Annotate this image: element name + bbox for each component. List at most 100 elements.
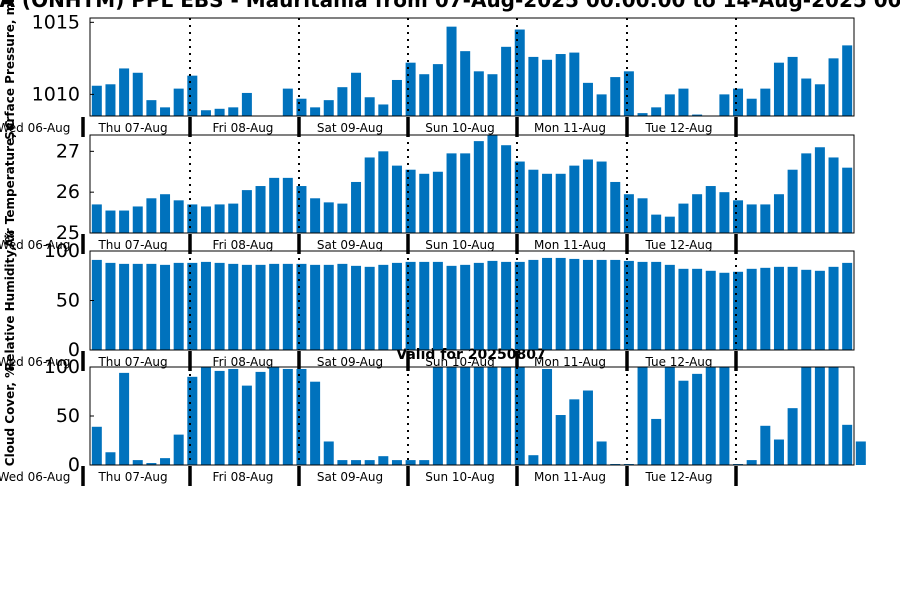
bar [91,85,102,116]
bar [228,107,239,116]
bar [514,367,525,465]
bar [514,261,525,350]
bar [146,198,157,233]
y-axis-label: Surface Pressure, mb [3,0,17,140]
bar [132,206,143,233]
bar [569,52,580,116]
bar [105,452,116,465]
bar [569,165,580,233]
x-tick-label: Mon 11-Aug [534,355,606,369]
bar [187,262,198,350]
x-tick-label: Tue 12-Aug [644,470,712,484]
bar [733,200,744,233]
bar [419,460,430,465]
bar [623,194,634,233]
y-tick-label: 50 [56,405,80,427]
bar [337,203,348,233]
x-tick-label: Tue 12-Aug [644,355,712,369]
bar [337,460,348,465]
bar [528,56,539,116]
bar [310,198,321,233]
bar [473,262,484,350]
bar [105,84,116,116]
bar [487,74,498,116]
bar [405,62,416,116]
bar [269,263,280,350]
bar [719,192,730,233]
bar [337,263,348,350]
bar [173,88,184,116]
bar [719,272,730,350]
bar [651,418,662,465]
bar [746,204,757,233]
bar [773,266,784,350]
y-axis-label: Relative Humidity, % [3,230,17,371]
bar [828,157,839,233]
bar [733,88,744,116]
bar [501,145,512,233]
bar [692,194,703,233]
bar [187,204,198,233]
bar [214,204,225,233]
bar [323,441,334,465]
bar [814,84,825,116]
bar [501,261,512,350]
bar [296,98,307,116]
x-tick-label: Wed 06-Aug [0,355,70,369]
bar [173,200,184,233]
bar [596,259,607,350]
bar [432,64,443,116]
bar [651,107,662,116]
x-tick-label: Fri 08-Aug [213,355,274,369]
bar [132,263,143,350]
bar [460,51,471,116]
bar [842,167,853,233]
bar [187,376,198,465]
x-tick-label: Sun 10-Aug [425,238,494,252]
bar [282,368,293,465]
x-tick-label: Tue 12-Aug [644,121,712,135]
bar [514,161,525,233]
y-tick-label: 1010 [32,83,80,105]
bar [378,264,389,350]
x-tick-label: Thu 07-Aug [97,238,167,252]
chart-panels: Wed 06-Aug Thu 07-Aug Fri 08-Aug Sat 09-Aug… [0,0,866,486]
bar [501,367,512,465]
bar [760,88,771,116]
x-tick-label: Wed 06-Aug [0,470,70,484]
x-tick-label: Sun 10-Aug [425,470,494,484]
bar [719,367,730,465]
bar [828,58,839,116]
bar [664,94,675,116]
bar [351,460,362,465]
bar [514,29,525,117]
bar [228,203,239,233]
bar [542,257,553,350]
bar [719,94,730,116]
bar [119,210,130,233]
bar [569,399,580,465]
bar [801,367,812,465]
bar [801,153,812,233]
bar [160,458,171,465]
bar [746,98,757,116]
bar [187,75,198,116]
valid-for-label: Valid for 20250807 [396,347,545,363]
bar [814,270,825,350]
bar [432,367,443,465]
bar [91,426,102,465]
bar [760,425,771,465]
bar [200,110,211,116]
bar [146,100,157,116]
x-tick-label: Wed 06-Aug [0,121,70,135]
bar [432,171,443,233]
x-tick-label: Thu 07-Aug [97,121,167,135]
bar [446,265,457,350]
bar [637,367,648,465]
bar [746,268,757,350]
bar [610,259,621,350]
bar [105,262,116,350]
bar [351,72,362,116]
bar [214,108,225,116]
bar [664,216,675,233]
